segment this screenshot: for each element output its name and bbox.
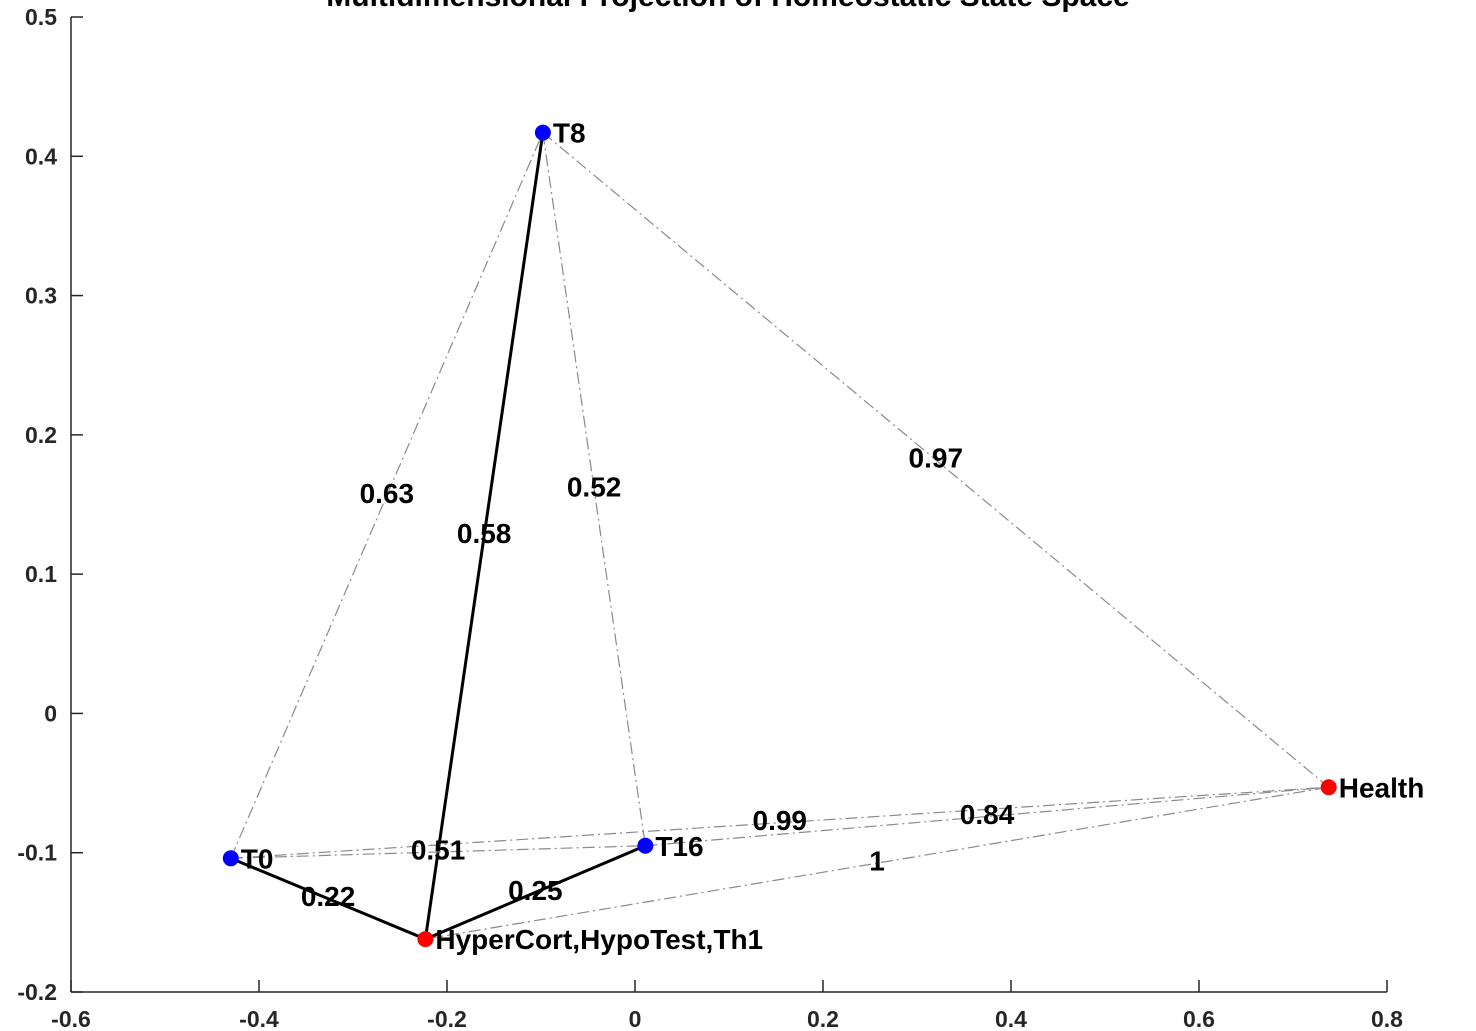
point-hypercort-hypotest-th1 [417,931,434,948]
point-label-t0: T0 [241,843,274,874]
y-tick-label: 0 [44,700,57,726]
edge-t8-hypercort-hypotest-th1 [423,132,545,940]
point-health [1320,779,1337,796]
edge-label-hypercort-hypotest-th1-health: 1 [869,846,885,877]
edge-label-t0-t8: 0.63 [360,478,415,509]
edge-t16-health [645,786,1329,847]
chart-title: Multidimensional Projection of Homeostat… [326,0,1129,13]
edge-label-t8-health: 0.97 [909,442,964,473]
point-label-health: Health [1339,772,1425,803]
edge-labels-layer: 0.22 0.58 0.25 0.63 0.52 0.97 0.51 0.99 0.84 1 [301,442,1015,912]
edge-label-t8-t16: 0.52 [567,472,622,503]
x-tick-label: 0.2 [807,1006,839,1031]
y-tick-label: 0.3 [25,283,57,309]
edge-t0-hypercort-hypotest-th1 [230,856,426,941]
points-layer [222,124,1337,948]
x-tick-label: 0.6 [1183,1006,1215,1031]
x-tick-label: -0.2 [427,1006,467,1031]
edge-t16-hypercort-hypotest-th1 [424,844,646,941]
x-tick-label: -0.4 [239,1006,279,1031]
x-tick-label: 0.8 [1371,1006,1403,1031]
y-tick-label: 0.2 [25,422,57,448]
edge-t8-t16 [542,132,646,846]
point-label-t16: T16 [655,831,703,862]
edge-t0-health [230,786,1329,859]
edge-t8-health [542,132,1330,788]
edges-layer [230,132,1330,941]
y-tick-label: 0.5 [25,4,57,30]
edge-label-t0-t16: 0.51 [411,834,466,865]
point-t16 [637,837,654,854]
edge-label-t16-health: 0.84 [960,799,1015,830]
point-labels-layer: T0 T8 T16 HyperCort,HypoTest,Th1 Health [241,118,1424,955]
axes-layer: -0.6 -0.4 -0.2 0 0.2 0.4 0.6 0.8 -0.2 -0.1 0 0.1 0.2… [17,4,1403,1031]
y-tick-label: -0.1 [17,840,57,866]
edge-t0-t16 [230,845,646,859]
edge-label-t8-hypercort-hypotest-th1: 0.58 [457,518,512,549]
y-tick-label: 0.1 [25,561,57,587]
point-t8 [534,124,551,141]
point-label-t8: T8 [553,118,586,149]
y-tick-label: -0.2 [17,979,57,1005]
point-t0 [222,850,239,867]
edge-label-t0-hypercort-hypotest-th1: 0.22 [301,881,356,912]
edge-label-t16-hypercort-hypotest-th1: 0.25 [508,875,563,906]
point-label-hypercort-hypotest-th1: HyperCort,HypoTest,Th1 [435,924,763,955]
x-tick-label: 0 [629,1006,642,1031]
x-tick-label: -0.6 [51,1006,91,1031]
edge-label-t0-health: 0.99 [753,805,808,836]
y-tick-label: 0.4 [25,143,57,169]
x-tick-label: 0.4 [995,1006,1027,1031]
